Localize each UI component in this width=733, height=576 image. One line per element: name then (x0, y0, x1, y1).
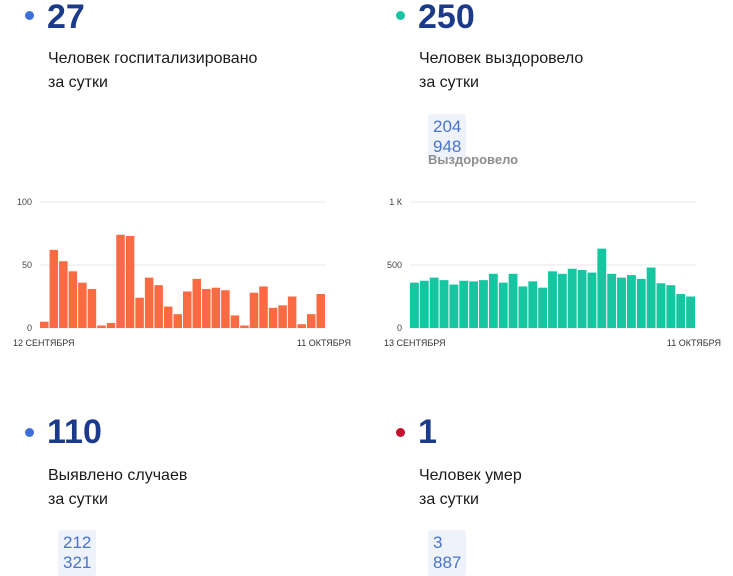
bar (626, 275, 636, 328)
bar (40, 321, 49, 328)
bar (278, 305, 287, 328)
bar (316, 293, 325, 328)
bar (59, 261, 68, 328)
recovered-desc-1: Человек выздоровело (419, 50, 584, 67)
bar (607, 273, 617, 328)
bar (577, 270, 587, 328)
bar (144, 277, 154, 328)
bar (676, 293, 686, 328)
bar (154, 285, 163, 328)
bar (173, 314, 182, 328)
bar (508, 273, 518, 328)
bar (78, 282, 87, 328)
bar (567, 268, 577, 328)
bar (297, 324, 306, 328)
bar (617, 277, 626, 328)
y-tick-label: 1 К (389, 197, 403, 207)
bar (538, 287, 548, 328)
x-end-label: 11 ОКТЯБРЯ (297, 338, 351, 348)
deaths-desc-1: Человек умер (419, 467, 522, 484)
bar (287, 296, 297, 328)
deaths-value: 1 (418, 413, 437, 451)
bar (449, 284, 459, 328)
bar (439, 280, 449, 328)
bar (221, 290, 230, 328)
x-end-label: 11 ОКТЯБРЯ (667, 338, 721, 348)
hospitalized-desc-1: Человек госпитализировано (48, 50, 258, 67)
recovered-desc-2: за сутки (419, 74, 479, 91)
bar (528, 281, 538, 328)
recovered-dot (396, 11, 405, 20)
bar (106, 322, 116, 328)
bar (479, 280, 488, 328)
bar (183, 291, 192, 328)
recovered-value: 250 (418, 0, 475, 36)
recovered-chart: 1 К 500 0 13 СЕНТЯБРЯ 11 ОКТЯБРЯ (384, 197, 721, 348)
bar (498, 282, 508, 328)
hospitalized-chart: 100 50 0 12 СЕНТЯБРЯ 11 ОКТЯБРЯ (13, 197, 351, 348)
bar (268, 307, 278, 328)
deaths-total-badge: 3 887 (428, 530, 467, 576)
cases-dot (25, 428, 34, 437)
bar (240, 325, 249, 328)
bar (686, 296, 695, 328)
bar (646, 267, 656, 328)
bar (259, 286, 268, 328)
hospitalized-value: 27 (47, 0, 85, 36)
bar (666, 285, 676, 328)
cases-value: 110 (47, 413, 102, 451)
cases-desc-1: Выявлено случаев (48, 467, 188, 484)
deaths-desc-2: за сутки (419, 491, 479, 508)
bar (97, 325, 106, 328)
y-tick-label: 500 (387, 260, 402, 270)
bar (597, 248, 607, 328)
hospitalized-dot (25, 11, 34, 20)
bar (125, 236, 135, 328)
cases-desc-2: за сутки (48, 491, 108, 508)
recovered-total-badge: 204 948 (428, 114, 467, 160)
bar (548, 271, 557, 328)
bar (230, 315, 240, 328)
bar (211, 287, 221, 328)
bar (636, 278, 646, 328)
y-tick-label: 50 (22, 260, 32, 270)
bar (192, 278, 202, 328)
bar (557, 273, 567, 328)
hospitalized-desc-2: за сутки (48, 74, 108, 91)
x-start-label: 13 СЕНТЯБРЯ (384, 338, 446, 348)
y-tick-label: 0 (27, 323, 32, 333)
bar (49, 249, 59, 328)
y-tick-label: 0 (397, 323, 402, 333)
cases-total-badge: 212 321 (58, 530, 97, 576)
bar (410, 282, 419, 328)
bar (459, 280, 469, 328)
bar (587, 272, 597, 328)
bar (87, 288, 97, 328)
bar (116, 234, 125, 328)
bar (419, 280, 429, 328)
bar (249, 292, 259, 328)
bar (202, 288, 211, 328)
bar (469, 281, 479, 328)
bar (429, 277, 439, 328)
bar (163, 306, 173, 328)
bar (656, 283, 666, 328)
y-tick-label: 100 (17, 197, 32, 207)
x-start-label: 12 СЕНТЯБРЯ (13, 338, 75, 348)
bar (135, 297, 144, 328)
bar (68, 271, 78, 328)
bar (488, 273, 498, 328)
recovered-total-label: Выздоровело (428, 152, 519, 167)
bar (306, 314, 316, 328)
bar (518, 286, 528, 328)
deaths-dot (396, 428, 405, 437)
